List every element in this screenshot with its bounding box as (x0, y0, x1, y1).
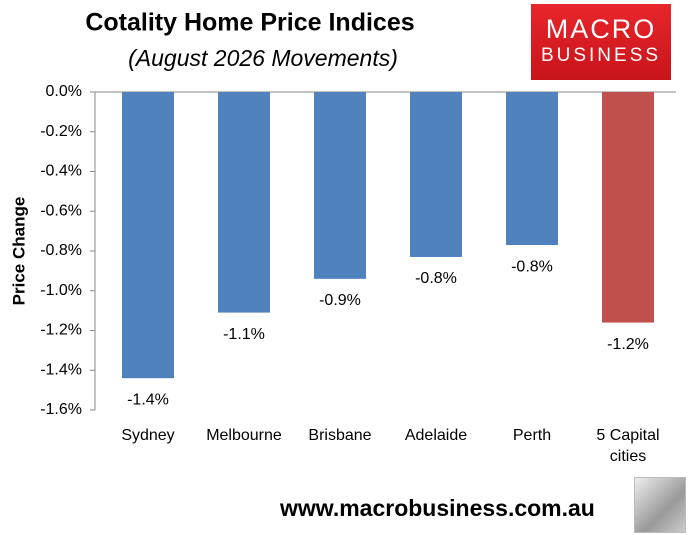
value-label: -0.9% (319, 292, 361, 309)
x-tick-label: 5 Capital cities (596, 427, 660, 465)
x-tick-label: Adelaide (404, 427, 468, 444)
y-tick-label: -1.0% (40, 282, 82, 299)
y-axis-label: Price Change (9, 197, 28, 306)
website: www.macrobusiness.com.au (280, 495, 595, 521)
y-tick-label: -1.6% (40, 401, 82, 418)
bar (602, 92, 654, 323)
chart-subtitle: (August 2026 Movements) (128, 45, 398, 71)
bar (314, 92, 366, 279)
y-tick-label: -0.4% (40, 163, 82, 180)
logo: MACRO BUSINESS (531, 4, 671, 80)
y-tick-label: -0.8% (40, 242, 82, 259)
x-tick-label: Melbourne (206, 427, 282, 444)
value-label: -1.1% (223, 326, 265, 343)
value-label: -0.8% (415, 270, 457, 287)
y-tick-label: -1.2% (40, 322, 82, 339)
bar (410, 92, 462, 257)
bar (506, 92, 558, 246)
y-tick-label: -0.2% (40, 123, 82, 140)
value-label: -1.4% (127, 391, 169, 408)
bar (218, 92, 270, 313)
x-tick-label: Brisbane (308, 427, 372, 444)
logo-line1: MACRO (545, 14, 657, 44)
chart-title: Cotality Home Price Indices (85, 9, 414, 37)
bar (122, 92, 174, 379)
x-tick-label: Perth (512, 427, 552, 444)
logo-line2: BUSINESS (540, 45, 662, 66)
value-label: -0.8% (511, 258, 553, 275)
wolf-icon (634, 477, 686, 533)
y-tick-label: -0.6% (40, 202, 82, 219)
y-tick-label: 0.0% (46, 83, 82, 100)
x-tick-label: Sydney (121, 427, 175, 444)
y-tick-label: -1.4% (40, 361, 82, 378)
value-label: -1.2% (607, 336, 649, 353)
